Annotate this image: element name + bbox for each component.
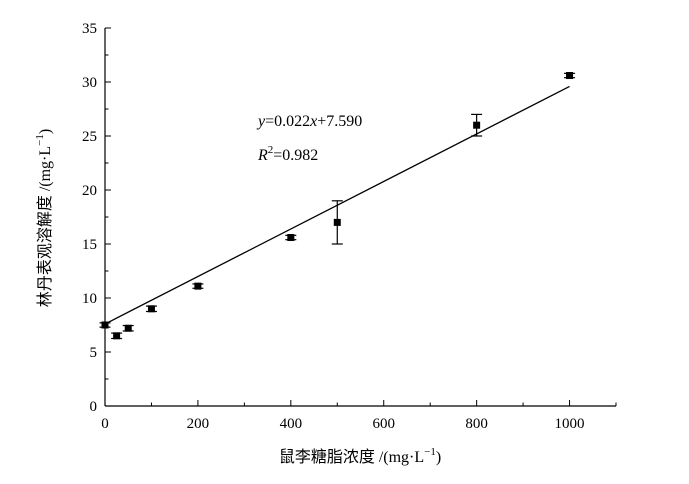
data-marker (473, 121, 481, 129)
data-point (99, 321, 111, 329)
y-tick-label: 20 (82, 183, 97, 199)
y-tick-label: 10 (82, 291, 97, 307)
data-point (471, 113, 483, 137)
regression-equation: y=0.022x+7.590 (256, 113, 362, 130)
y-tick-label: 0 (90, 399, 98, 415)
data-marker (566, 72, 574, 80)
x-tick-label: 400 (280, 416, 303, 432)
y-tick-label: 30 (82, 75, 97, 91)
data-marker (113, 332, 121, 340)
y-axis-ticks: 0 5 10 15 20 25 30 35 (82, 21, 111, 415)
r-squared-label: R2=0.982 (257, 144, 318, 164)
x-tick-label: 200 (187, 416, 210, 432)
data-marker (194, 282, 202, 290)
data-point (111, 332, 123, 340)
x-tick-label: 1000 (555, 416, 585, 432)
y-tick-label: 5 (90, 345, 98, 361)
x-tick-label: 600 (372, 416, 395, 432)
data-marker (333, 218, 341, 226)
x-axis-title: 鼠李糖脂浓度 /(mg·L−1) (279, 446, 441, 466)
y-tick-label: 15 (82, 237, 97, 253)
data-marker (287, 234, 295, 242)
x-tick-label: 0 (101, 416, 109, 432)
data-marker (101, 321, 109, 329)
x-tick-label: 800 (465, 416, 488, 432)
data-point (145, 305, 157, 313)
data-point (331, 200, 343, 245)
y-tick-label: 25 (82, 129, 97, 145)
y-tick-label: 35 (82, 21, 97, 37)
data-point (285, 234, 297, 242)
x-axis-ticks: 0 200 400 600 800 1000 (101, 400, 617, 432)
data-point (192, 282, 204, 290)
data-point (564, 72, 576, 80)
data-points (99, 72, 576, 340)
data-marker (147, 305, 155, 313)
data-point (122, 324, 134, 332)
axes (104, 28, 616, 407)
data-marker (124, 324, 132, 332)
y-axis-title: 林丹表观溶解度 /(mg·L−1) (34, 129, 54, 307)
